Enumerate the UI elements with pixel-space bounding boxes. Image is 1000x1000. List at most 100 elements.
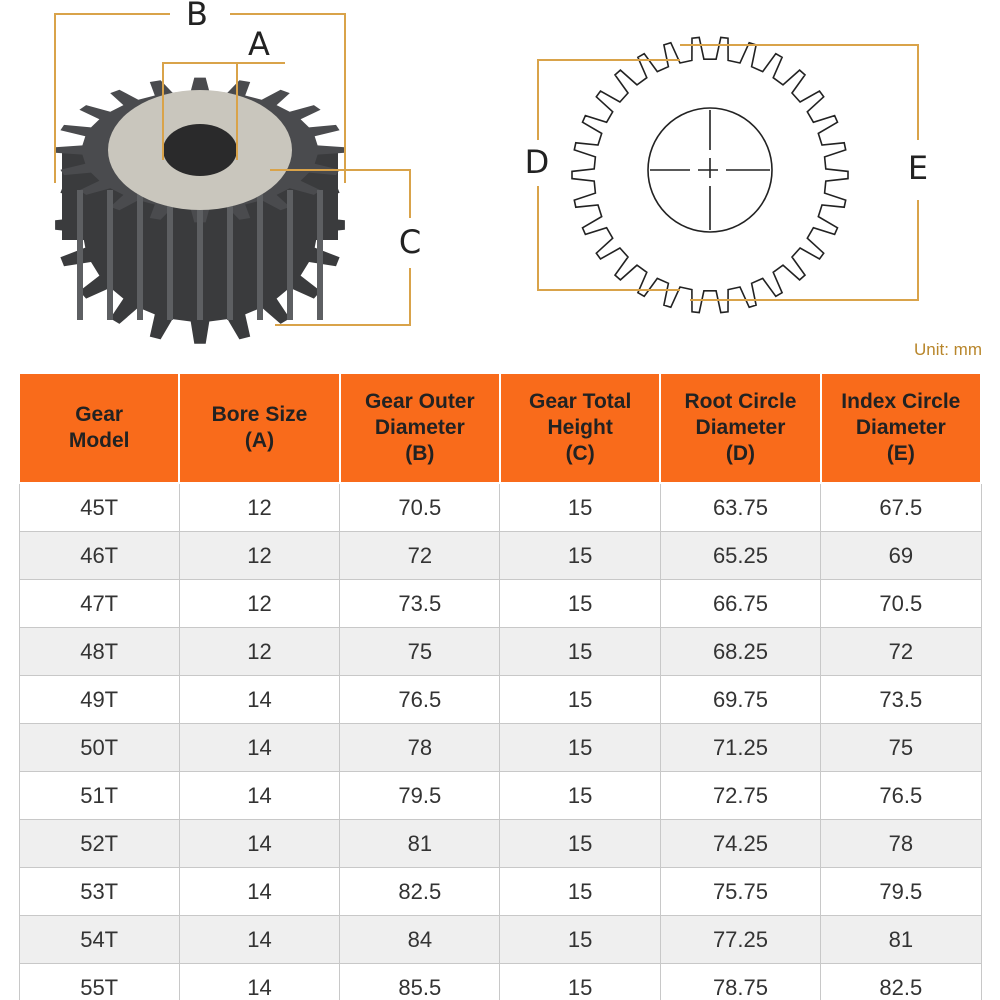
table-cell: 12 — [178, 531, 341, 580]
table-cell: 55T — [18, 963, 180, 1000]
table-cell: 14 — [178, 723, 341, 772]
table-cell: 14 — [178, 963, 341, 1000]
table-cell: 79.5 — [339, 771, 501, 820]
table-cell: 49T — [18, 675, 180, 724]
table-cell: 75 — [339, 627, 501, 676]
table-cell: 66.75 — [659, 579, 822, 628]
table-cell: 75.75 — [659, 867, 822, 916]
table-cell: 15 — [499, 963, 661, 1000]
table-cell: 77.25 — [659, 915, 822, 964]
table-cell: 12 — [178, 482, 341, 532]
table-cell: 52T — [18, 819, 180, 868]
bore-circle — [647, 107, 773, 233]
table-cell: 76.5 — [339, 675, 501, 724]
table-cell: 14 — [178, 819, 341, 868]
table-cell: 76.5 — [820, 771, 982, 820]
header-line: (C) — [565, 442, 595, 465]
header-cell: Gear Outer Diameter (B) — [338, 372, 501, 484]
table-row: 45T 12 70.5 15 63.75 67.5 — [18, 482, 982, 532]
label-d: D — [525, 143, 550, 181]
table-cell: 78.75 — [659, 963, 822, 1000]
header-cell: Root Circle Diameter (D) — [659, 372, 822, 484]
table-cell: 81 — [820, 915, 982, 964]
table-row: 48T 12 75 15 68.25 72 — [18, 627, 982, 676]
table-cell: 74.25 — [659, 819, 822, 868]
table-cell: 78 — [339, 723, 501, 772]
table-cell: 82.5 — [820, 963, 982, 1000]
table-cell: 85.5 — [339, 963, 501, 1000]
gear-outline — [571, 36, 849, 314]
table-cell: 48T — [18, 627, 180, 676]
header-cell: Gear Total Height (C) — [498, 372, 662, 484]
table-cell: 71.25 — [659, 723, 822, 772]
table-cell: 72 — [820, 627, 982, 676]
table-cell: 84 — [339, 915, 501, 964]
table-cell: 15 — [499, 579, 661, 628]
table-cell: 15 — [499, 771, 661, 820]
header-line: Diameter — [374, 416, 465, 439]
table-cell: 54T — [18, 915, 180, 964]
header-line: Root Circle — [684, 390, 797, 413]
gear-bore — [163, 124, 237, 176]
table-row: 51T 14 79.5 15 72.75 76.5 — [18, 771, 982, 820]
header-line: (E) — [886, 442, 915, 465]
table-row: 50T 14 78 15 71.25 75 — [18, 723, 982, 772]
label-b: B — [186, 0, 208, 33]
header-row: Gear Model Bore Size (A) Gear Outer Diameter (… — [18, 372, 982, 484]
table-cell: 70.5 — [339, 482, 501, 532]
header-line: Height — [547, 416, 613, 439]
table-row: 52T 14 81 15 74.25 78 — [18, 819, 982, 868]
table-cell: 46T — [18, 531, 180, 580]
table-cell: 72.75 — [659, 771, 822, 820]
table-cell: 14 — [178, 675, 341, 724]
table-cell: 63.75 — [659, 482, 822, 532]
table-cell: 81 — [339, 819, 501, 868]
table-cell: 15 — [499, 531, 661, 580]
table-cell: 45T — [18, 482, 180, 532]
label-c: C — [399, 223, 421, 261]
header-line: (B) — [405, 442, 435, 465]
table-cell: 15 — [499, 627, 661, 676]
label-e: E — [908, 149, 928, 187]
table-row: 54T 14 84 15 77.25 81 — [18, 915, 982, 964]
table-cell: 72 — [339, 531, 501, 580]
table-cell: 78 — [820, 819, 982, 868]
table-cell: 14 — [178, 771, 341, 820]
header-line: Diameter — [855, 416, 946, 439]
header-cell: Gear Model — [18, 372, 181, 484]
table-cell: 12 — [178, 627, 341, 676]
table-row: 46T 12 72 15 65.25 69 — [18, 531, 982, 580]
table-cell: 12 — [178, 579, 341, 628]
header-line: Model — [68, 429, 130, 452]
header-line: Gear — [75, 403, 124, 426]
gear-photo — [55, 77, 345, 344]
table-row: 55T 14 85.5 15 78.75 82.5 — [18, 963, 982, 1000]
header-line: Gear Total — [528, 390, 632, 413]
table-cell: 69.75 — [659, 675, 822, 724]
table-cell: 75 — [820, 723, 982, 772]
table-row: 49T 14 76.5 15 69.75 73.5 — [18, 675, 982, 724]
label-a: A — [248, 25, 270, 63]
table-cell: 15 — [499, 819, 661, 868]
header-cell: Bore Size (A) — [178, 372, 341, 484]
gear-diagram — [571, 36, 849, 314]
unit-note: Unit: mm — [914, 340, 982, 359]
spec-table: Gear Model Bore Size (A) Gear Outer Diameter (… — [18, 372, 982, 1000]
table-cell: 14 — [178, 867, 341, 916]
header-line: Gear Outer — [364, 390, 475, 413]
table-cell: 50T — [18, 723, 180, 772]
table-cell: 14 — [178, 915, 341, 964]
table-row: 47T 12 73.5 15 66.75 70.5 — [18, 579, 982, 628]
table-cell: 82.5 — [339, 867, 501, 916]
header-cell: Index Circle Diameter (E) — [819, 372, 982, 484]
table-cell: 79.5 — [820, 867, 982, 916]
table-cell: 15 — [499, 723, 661, 772]
table-cell: 68.25 — [659, 627, 822, 676]
header-line: Bore Size — [211, 403, 308, 426]
header-line: Index Circle — [841, 390, 961, 413]
table-cell: 73.5 — [820, 675, 982, 724]
table-cell: 67.5 — [820, 482, 982, 532]
header-line: (A) — [244, 429, 275, 452]
table-cell: 47T — [18, 579, 180, 628]
